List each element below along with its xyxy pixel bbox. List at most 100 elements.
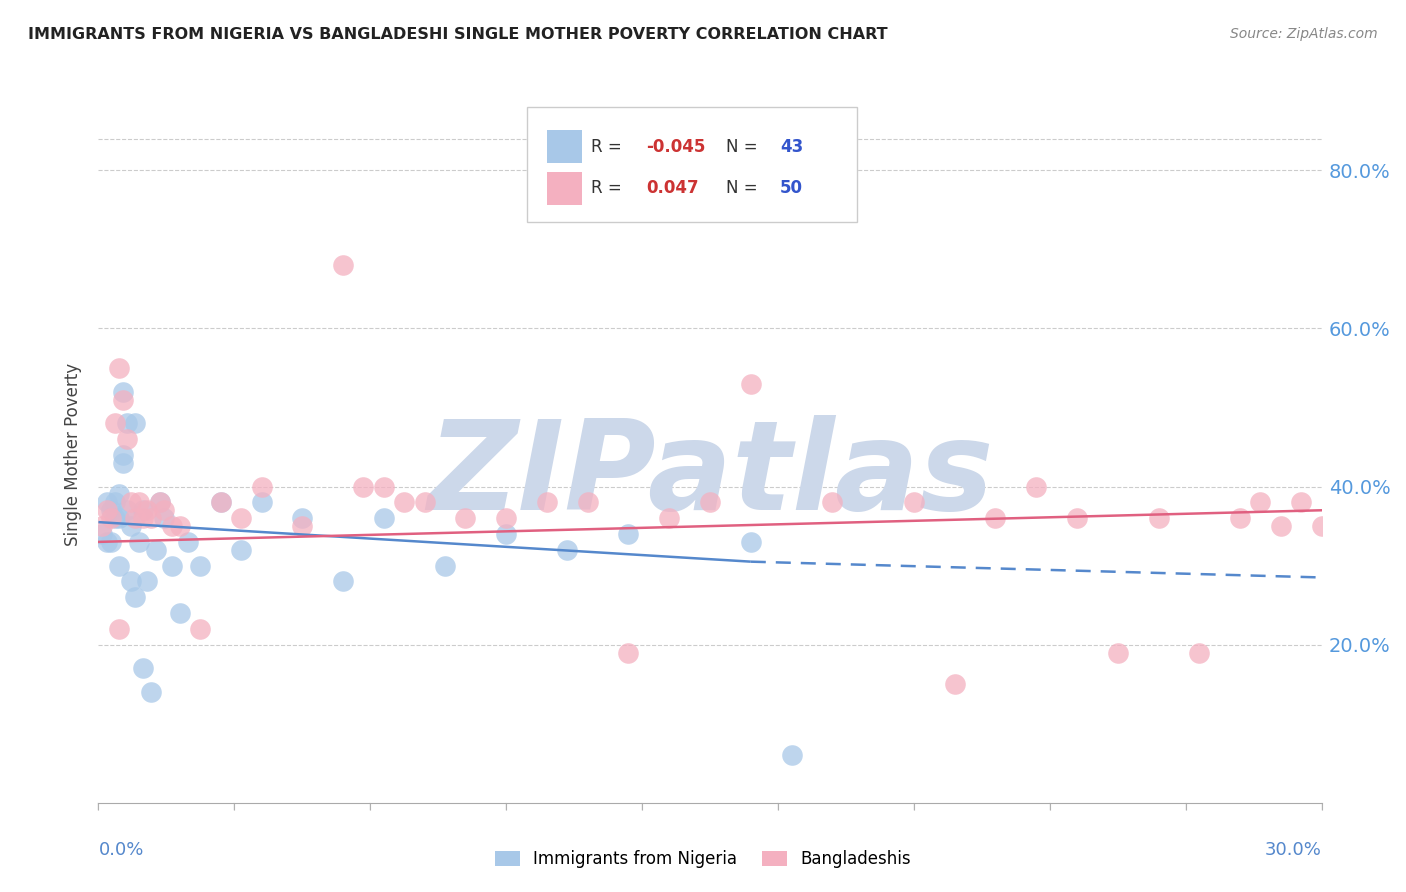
Point: [132, 511, 155, 525]
Point: [454, 511, 477, 525]
Point: [91, 527, 114, 541]
Point: [111, 392, 134, 407]
Point: [536, 495, 558, 509]
Point: [821, 495, 844, 509]
Point: [373, 511, 395, 525]
Point: [96, 503, 118, 517]
Point: [495, 527, 517, 541]
Point: [111, 448, 134, 462]
Legend: Immigrants from Nigeria, Bangladeshis: Immigrants from Nigeria, Bangladeshis: [488, 844, 918, 875]
Text: 30.0%: 30.0%: [1265, 841, 1322, 859]
Point: [1291, 495, 1313, 509]
Point: [231, 542, 253, 557]
Point: [96, 495, 118, 509]
Point: [291, 511, 314, 525]
Point: [617, 527, 640, 541]
Point: [120, 519, 142, 533]
Point: [392, 495, 416, 509]
Text: R =: R =: [592, 179, 633, 197]
Point: [132, 661, 155, 675]
Point: [104, 511, 127, 525]
Point: [100, 534, 122, 549]
Point: [160, 558, 183, 573]
Point: [434, 558, 457, 573]
Text: IMMIGRANTS FROM NIGERIA VS BANGLADESHI SINGLE MOTHER POVERTY CORRELATION CHART: IMMIGRANTS FROM NIGERIA VS BANGLADESHI S…: [28, 27, 887, 42]
FancyBboxPatch shape: [526, 107, 856, 222]
Point: [231, 511, 253, 525]
Point: [699, 495, 721, 509]
Point: [115, 432, 138, 446]
Point: [111, 384, 134, 399]
Point: [352, 479, 374, 493]
Point: [984, 511, 1007, 525]
Point: [115, 503, 138, 517]
Text: -0.045: -0.045: [647, 137, 706, 156]
Point: [495, 511, 517, 525]
Point: [1066, 511, 1088, 525]
Point: [413, 495, 436, 509]
Point: [332, 258, 354, 272]
Point: [780, 748, 803, 763]
Point: [291, 519, 314, 533]
Point: [141, 511, 163, 525]
Point: [1229, 511, 1251, 525]
Point: [108, 558, 131, 573]
Text: ZIPatlas: ZIPatlas: [427, 416, 993, 536]
Point: [188, 622, 212, 636]
Point: [160, 519, 183, 533]
Point: [740, 534, 762, 549]
Point: [111, 456, 134, 470]
Point: [100, 511, 122, 525]
Point: [557, 542, 579, 557]
Point: [576, 495, 599, 509]
Point: [104, 495, 127, 509]
Point: [169, 519, 191, 533]
Point: [943, 677, 966, 691]
Point: [104, 417, 127, 431]
Point: [145, 542, 167, 557]
Point: [124, 511, 146, 525]
Point: [152, 503, 174, 517]
Point: [128, 534, 150, 549]
Y-axis label: Single Mother Poverty: Single Mother Poverty: [65, 363, 83, 547]
Point: [1270, 519, 1292, 533]
Point: [141, 685, 163, 699]
Point: [1249, 495, 1271, 509]
Point: [250, 495, 273, 509]
Point: [132, 503, 155, 517]
Point: [188, 558, 212, 573]
Point: [149, 495, 172, 509]
Point: [100, 503, 122, 517]
Point: [91, 519, 114, 533]
Point: [120, 495, 142, 509]
Point: [903, 495, 925, 509]
Point: [1188, 646, 1211, 660]
FancyBboxPatch shape: [547, 130, 582, 163]
Text: N =: N =: [725, 137, 763, 156]
Point: [108, 487, 131, 501]
Point: [136, 574, 159, 589]
Point: [658, 511, 681, 525]
Point: [209, 495, 232, 509]
Point: [128, 495, 150, 509]
Point: [124, 417, 146, 431]
Point: [120, 574, 142, 589]
Text: 50: 50: [780, 179, 803, 197]
Point: [96, 534, 118, 549]
Point: [152, 511, 174, 525]
Point: [108, 622, 131, 636]
Point: [1147, 511, 1170, 525]
Point: [1025, 479, 1047, 493]
Point: [617, 646, 640, 660]
Point: [115, 417, 138, 431]
Point: [108, 511, 131, 525]
Point: [332, 574, 354, 589]
Point: [1107, 646, 1129, 660]
Text: R =: R =: [592, 137, 627, 156]
Point: [250, 479, 273, 493]
Point: [124, 591, 146, 605]
Text: 0.047: 0.047: [647, 179, 699, 197]
Text: Source: ZipAtlas.com: Source: ZipAtlas.com: [1230, 27, 1378, 41]
Point: [149, 495, 172, 509]
FancyBboxPatch shape: [547, 172, 582, 205]
